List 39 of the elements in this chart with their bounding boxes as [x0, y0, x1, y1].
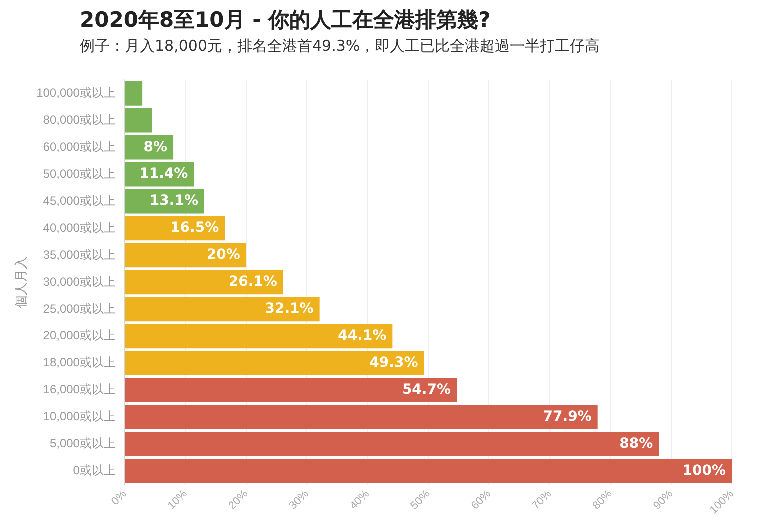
y-tick-label: 100,000或以上 [36, 86, 116, 100]
y-tick-label: 5,000或以上 [50, 436, 116, 451]
x-tick-label: 70% [530, 488, 554, 512]
x-tick-label: 0% [110, 488, 130, 508]
data-label: 77.9% [543, 408, 592, 425]
y-tick-label: 40,000或以上 [43, 220, 116, 235]
x-tick-label: 90% [652, 488, 676, 512]
y-tick-label: 80,000或以上 [43, 112, 116, 127]
data-label: 13.1% [150, 193, 198, 210]
data-label: 8% [144, 139, 168, 156]
y-tick-label: 10,000或以上 [43, 410, 116, 424]
y-tick-label: 20,000或以上 [43, 328, 116, 343]
x-tick-label: 50% [408, 488, 433, 512]
data-label: 54.7% [402, 382, 452, 398]
data-label: 88% [620, 436, 654, 452]
data-label: 26.1% [228, 274, 278, 290]
x-tick-label: 80% [590, 488, 616, 512]
chart-title: 2020年8至10月 - 你的人工在全港排第幾? [80, 7, 492, 34]
data-label: 49.3% [370, 355, 418, 372]
x-tick-label: 30% [287, 488, 312, 512]
data-label: 100% [682, 462, 726, 479]
y-tick-label: 25,000或以上 [43, 302, 116, 316]
data-label: 20% [206, 247, 240, 264]
y-tick-label: 60,000或以上 [43, 140, 116, 154]
data-label: 11.4% [140, 166, 188, 182]
data-label: 44.1% [338, 328, 387, 344]
y-tick-label: 30,000或以上 [43, 274, 116, 289]
chart-subtitle: 例子：月入18,000元，排名全港首49.3%，即人工已比全港超過一半打工仔高 [80, 37, 600, 56]
x-tick-label: 40% [348, 488, 372, 512]
y-tick-label: 50,000或以上 [43, 166, 116, 181]
y-axis-title: 個人月入 [13, 256, 28, 308]
data-label: 16.5% [170, 220, 220, 236]
y-tick-label: 16,000或以上 [43, 382, 116, 397]
y-tick-label: 35,000或以上 [43, 248, 116, 262]
y-tick-label: 18,000或以上 [43, 356, 116, 370]
x-tick-label: 60% [469, 488, 494, 512]
y-tick-label: 45,000或以上 [43, 194, 116, 208]
data-label: 32.1% [265, 301, 314, 318]
y-tick-label: 0或以上 [73, 464, 116, 478]
